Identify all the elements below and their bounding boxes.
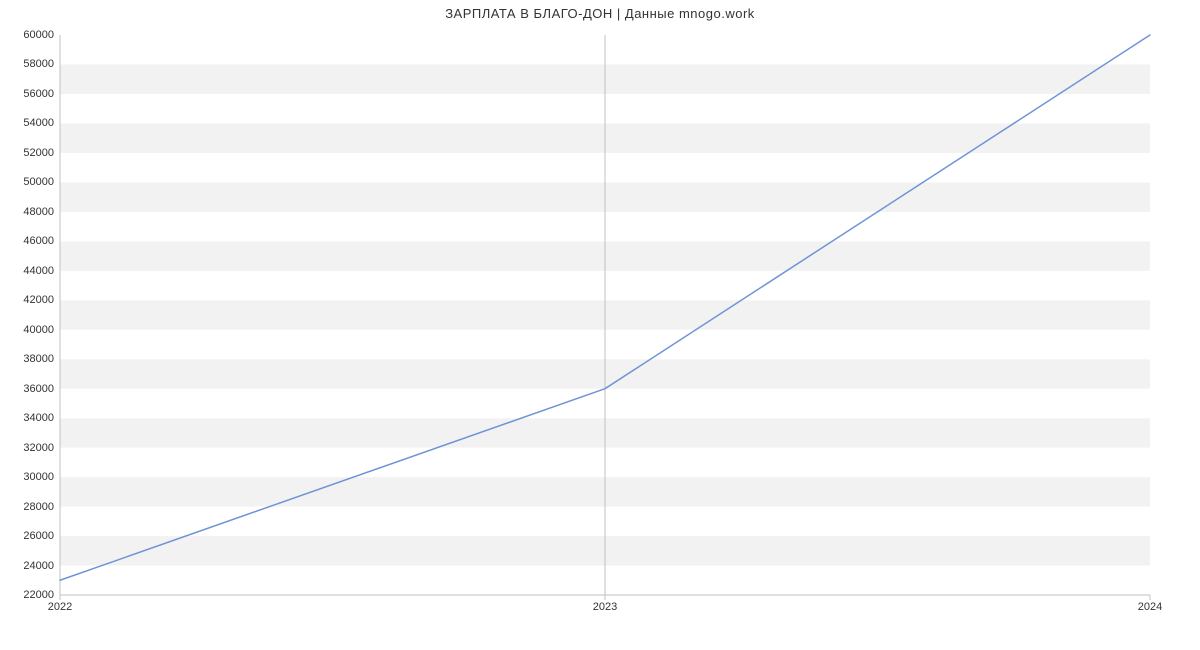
y-tick-label: 46000 (23, 235, 54, 247)
y-tick-label: 50000 (23, 176, 54, 188)
x-tick-label: 2023 (593, 601, 617, 613)
chart-title: ЗАРПЛАТА В БЛАГО-ДОН | Данные mnogo.work (0, 6, 1200, 21)
chart-container: ЗАРПЛАТА В БЛАГО-ДОН | Данные mnogo.work… (0, 0, 1200, 650)
y-tick-label: 56000 (23, 88, 54, 100)
plot-svg (60, 35, 1150, 595)
y-tick-label: 22000 (23, 589, 54, 601)
y-tick-label: 60000 (23, 29, 54, 41)
y-tick-label: 40000 (23, 324, 54, 336)
y-tick-label: 36000 (23, 383, 54, 395)
y-tick-label: 30000 (23, 471, 54, 483)
y-tick-label: 42000 (23, 294, 54, 306)
x-tick-label: 2024 (1138, 601, 1162, 613)
y-tick-label: 54000 (23, 117, 54, 129)
y-tick-label: 26000 (23, 530, 54, 542)
y-tick-label: 28000 (23, 501, 54, 513)
y-tick-label: 52000 (23, 147, 54, 159)
plot-area: 2200024000260002800030000320003400036000… (60, 35, 1150, 595)
y-tick-label: 48000 (23, 206, 54, 218)
y-tick-label: 38000 (23, 353, 54, 365)
y-tick-label: 58000 (23, 58, 54, 70)
x-tick-label: 2022 (48, 601, 72, 613)
y-tick-label: 32000 (23, 442, 54, 454)
y-tick-label: 24000 (23, 560, 54, 572)
y-tick-label: 34000 (23, 412, 54, 424)
y-tick-label: 44000 (23, 265, 54, 277)
